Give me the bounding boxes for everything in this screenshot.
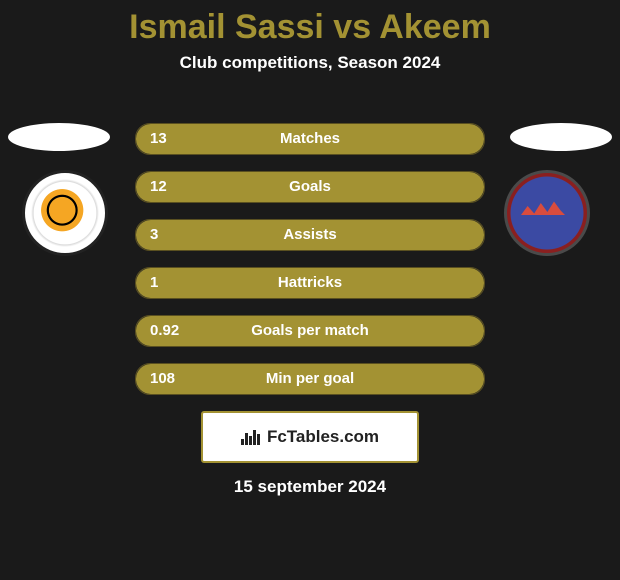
- stat-fill: [136, 172, 484, 202]
- stat-left-value: 1: [150, 268, 158, 298]
- sparkline-icon: [241, 429, 261, 445]
- stat-row-goals: 12 Goals: [135, 171, 485, 203]
- infographic-root: Ismail Sassi vs Akeem Club competitions,…: [0, 0, 620, 580]
- player-right-club-badge: [504, 170, 598, 252]
- brand-label: FcTables.com: [267, 427, 379, 447]
- stat-fill: [136, 124, 484, 154]
- stat-fill: [136, 268, 484, 298]
- player-right-photo-placeholder: [510, 123, 612, 151]
- club-badge-icon: [22, 170, 108, 256]
- stat-row-min-per-goal: 108 Min per goal: [135, 363, 485, 395]
- stat-row-hattricks: 1 Hattricks: [135, 267, 485, 299]
- stat-left-value: 12: [150, 172, 167, 202]
- stat-row-assists: 3 Assists: [135, 219, 485, 251]
- stat-left-value: 108: [150, 364, 175, 394]
- brand-box: FcTables.com: [201, 411, 419, 463]
- club-badge-icon: [504, 170, 590, 256]
- subtitle: Club competitions, Season 2024: [0, 53, 620, 73]
- stat-left-value: 3: [150, 220, 158, 250]
- date-label: 15 september 2024: [135, 477, 485, 497]
- stats-panel: 13 Matches 12 Goals 3 Assists 1 Hattrick…: [135, 123, 485, 497]
- stat-row-goals-per-match: 0.92 Goals per match: [135, 315, 485, 347]
- stat-row-matches: 13 Matches: [135, 123, 485, 155]
- stat-left-value: 0.92: [150, 316, 179, 346]
- player-left-photo-placeholder: [8, 123, 110, 151]
- stat-fill: [136, 364, 484, 394]
- stat-fill: [136, 220, 484, 250]
- stat-fill: [136, 316, 484, 346]
- stat-left-value: 13: [150, 124, 167, 154]
- player-left-club-badge: [22, 170, 116, 252]
- page-title: Ismail Sassi vs Akeem: [0, 0, 620, 47]
